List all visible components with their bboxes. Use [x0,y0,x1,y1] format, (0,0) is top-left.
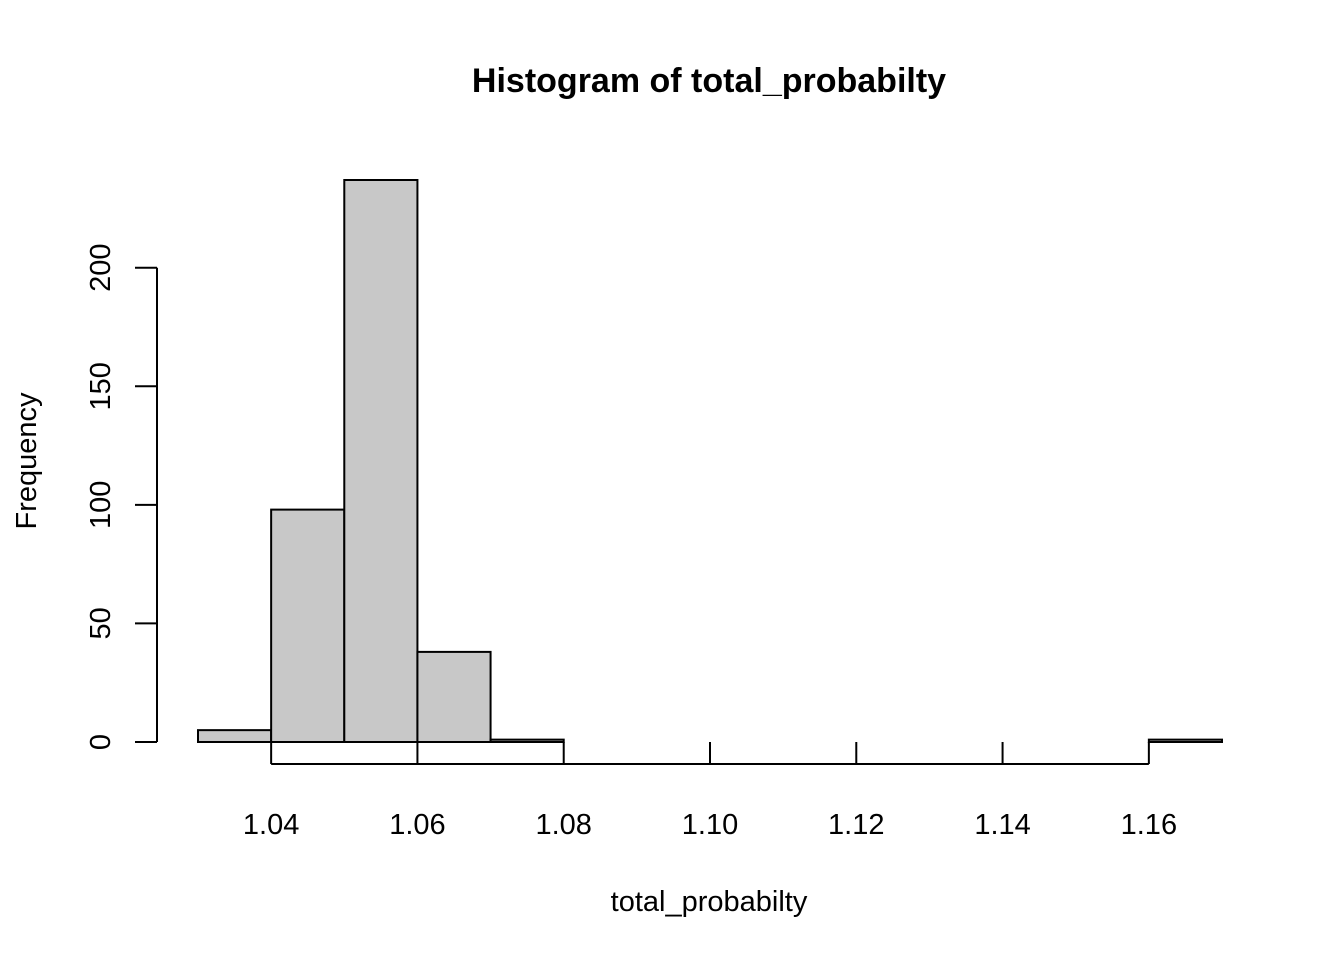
y-tick-label: 50 [85,607,117,639]
histogram-bar-4 [489,738,565,743]
x-axis: 1.04 1.06 1.08 1.10 1.12 1.14 1.16 [243,742,1177,841]
y-tick-label: 0 [85,734,117,750]
histogram-bar-1 [270,508,346,743]
x-tick-label: 1.06 [389,809,445,841]
histogram-bar-13 [1147,738,1224,743]
histogram-bar-2 [343,179,419,743]
y-tick-label: 150 [85,362,117,410]
x-tick-label: 1.08 [535,809,591,841]
x-tick-label: 1.12 [828,809,884,841]
y-tick-label: 100 [85,481,117,529]
y-axis: 0 50 100 150 200 [85,244,158,750]
x-tick-label: 1.04 [243,809,299,841]
y-axis-label: Frequency [11,392,43,530]
histogram-bar-0 [197,729,273,743]
x-tick-label: 1.16 [1121,809,1177,841]
x-axis-label: total_probabilty [611,886,808,918]
chart-title: Histogram of total_probabilty [472,62,946,100]
bars-group [197,179,1224,744]
x-tick-label: 1.14 [974,809,1030,841]
y-tick-label: 200 [85,244,117,292]
histogram-bar-3 [416,650,492,744]
x-tick-label: 1.10 [682,809,738,841]
